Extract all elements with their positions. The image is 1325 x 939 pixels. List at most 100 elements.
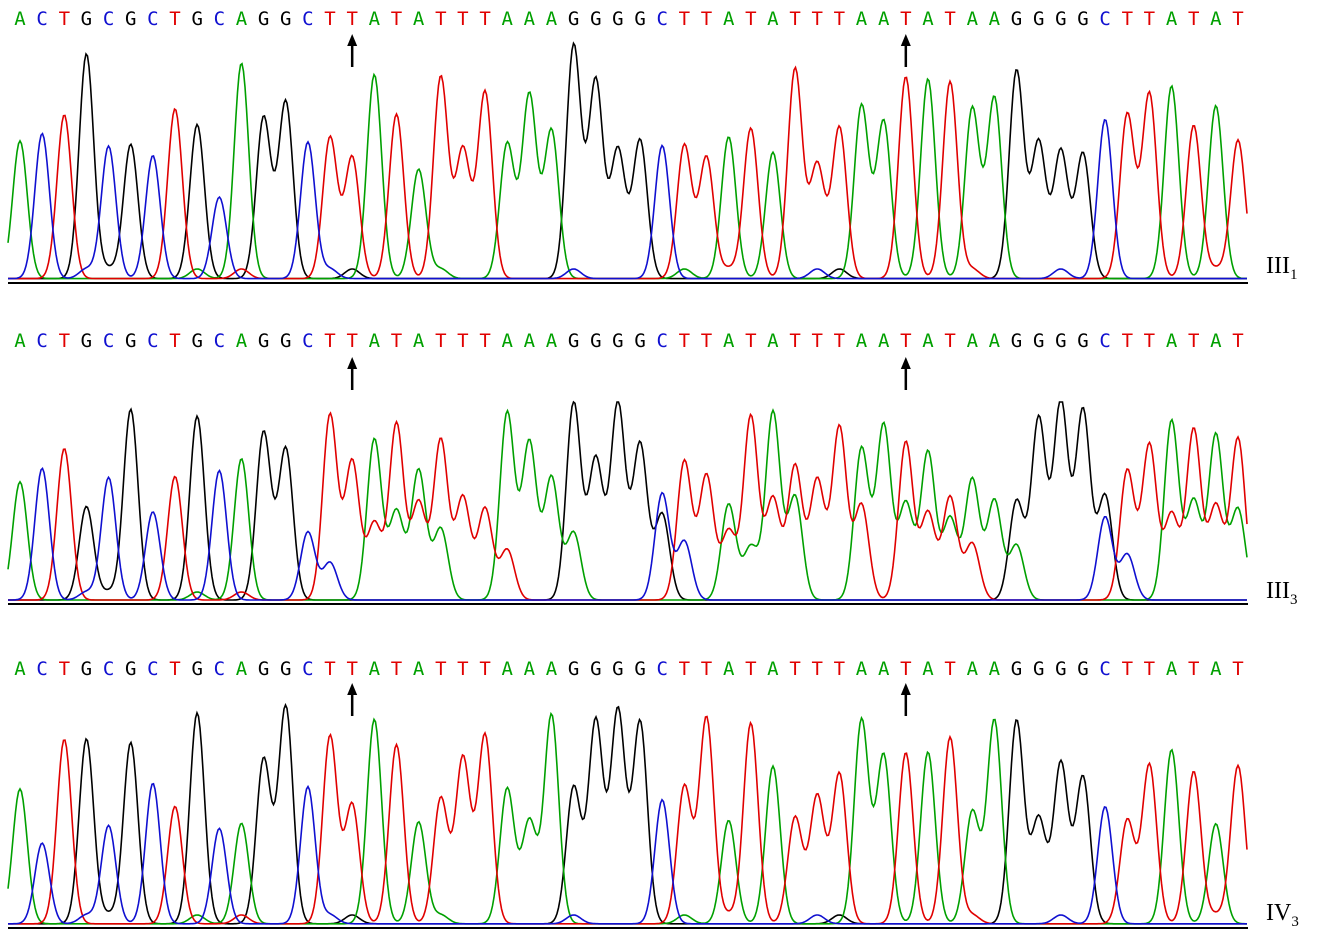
base-call-letter: G [1011, 658, 1022, 680]
base-call-letter: A [369, 330, 381, 352]
base-call-letter: A [967, 330, 979, 352]
sample-label-subscript: 3 [1290, 592, 1298, 608]
base-call-letter: T [169, 658, 180, 680]
base-call-letter: T [944, 8, 955, 30]
base-call-letter: C [214, 658, 225, 680]
base-call-letter: T [59, 658, 70, 680]
base-call-letter: G [81, 8, 92, 30]
mutation-arrow-icon [347, 357, 358, 390]
base-call-letter: A [236, 8, 248, 30]
mutation-arrow-icon [900, 357, 911, 390]
base-call-letter: G [1055, 330, 1066, 352]
base-call-letter: T [1144, 330, 1155, 352]
base-call-letter: A [767, 330, 779, 352]
base-call-letter: G [258, 8, 269, 30]
base-call-letter: G [280, 330, 291, 352]
trace-a [7, 62, 1248, 280]
base-call-letter: T [1122, 330, 1133, 352]
trace-c [8, 782, 1247, 925]
sample-label-main: III [1266, 578, 1290, 604]
base-call-letter: C [103, 8, 114, 30]
base-call-letter: T [1144, 658, 1155, 680]
base-call-letter: A [723, 8, 735, 30]
base-call-letter: G [590, 330, 601, 352]
base-call-letter: T [391, 8, 402, 30]
base-call-letter: C [214, 8, 225, 30]
base-call-letter: A [1210, 658, 1222, 680]
mutation-arrow-icon [900, 34, 911, 67]
base-call-letter: A [524, 8, 536, 30]
base-call-letter: T [900, 330, 911, 352]
base-call-letter: T [834, 8, 845, 30]
base-call-letter: A [14, 8, 26, 30]
base-call-letter: T [679, 330, 690, 352]
base-call-letter: A [723, 658, 735, 680]
base-call-letter: T [789, 658, 800, 680]
base-call-letter: A [878, 330, 890, 352]
base-call-letter: T [834, 330, 845, 352]
base-call-letter: G [81, 658, 92, 680]
base-call-letter: T [59, 330, 70, 352]
base-call-letter: T [811, 8, 822, 30]
base-call-letter: G [612, 330, 623, 352]
base-call-letter: G [1077, 330, 1088, 352]
base-call-letter: G [280, 8, 291, 30]
base-call-letter: G [634, 330, 645, 352]
sample-label: III3 [1266, 578, 1297, 608]
base-call-letter: T [745, 330, 756, 352]
base-call-letter: T [346, 8, 357, 30]
base-call-letter: G [1011, 330, 1022, 352]
base-call-letter: A [767, 8, 779, 30]
base-call-letter: C [656, 8, 667, 30]
base-call-letter: T [1122, 8, 1133, 30]
base-call-letter: A [1210, 330, 1222, 352]
base-call-letter: T [169, 330, 180, 352]
base-call-letter: T [1188, 330, 1199, 352]
base-call-letter: G [125, 658, 136, 680]
base-call-letter: A [524, 330, 536, 352]
base-call-letter: T [745, 658, 756, 680]
base-call-letter: A [546, 658, 558, 680]
base-call-letter: G [125, 330, 136, 352]
base-call-letter: T [457, 658, 468, 680]
base-call-letter: A [369, 8, 381, 30]
trace-t [8, 65, 1248, 280]
sample-label-subscript: 1 [1290, 267, 1298, 283]
base-call-letter: A [501, 658, 513, 680]
base-call-letter: T [701, 658, 712, 680]
base-call-letter: A [856, 8, 868, 30]
base-call-letter: G [1055, 658, 1066, 680]
base-call-letter: T [701, 8, 712, 30]
base-call-letter: G [280, 658, 291, 680]
base-call-letter: A [413, 658, 425, 680]
base-call-letter: C [103, 658, 114, 680]
base-call-letter: A [369, 658, 381, 680]
base-call-letter: C [1099, 8, 1110, 30]
base-call-letter: A [989, 330, 1001, 352]
sample-label: IV3 [1266, 900, 1299, 930]
base-call-letter: T [900, 8, 911, 30]
base-call-letter: A [413, 330, 425, 352]
trace-t [8, 715, 1248, 925]
base-call-letter: G [568, 658, 579, 680]
base-call-letter: T [479, 330, 490, 352]
base-call-letter: G [590, 658, 601, 680]
base-call-letter: G [612, 8, 623, 30]
base-call-letter: A [767, 658, 779, 680]
base-call-letter: T [435, 658, 446, 680]
base-call-letter: G [81, 330, 92, 352]
base-call-letter: G [590, 8, 601, 30]
base-call-letter: T [59, 8, 70, 30]
base-call-letter: T [679, 8, 690, 30]
base-call-letter: G [1077, 8, 1088, 30]
base-call-letter: T [1188, 658, 1199, 680]
base-call-letter: G [634, 658, 645, 680]
trace-curves [7, 702, 1248, 925]
base-call-letter: T [391, 330, 402, 352]
base-call-letter: C [656, 658, 667, 680]
base-call-letter: A [1166, 658, 1178, 680]
base-call-letter: G [258, 330, 269, 352]
